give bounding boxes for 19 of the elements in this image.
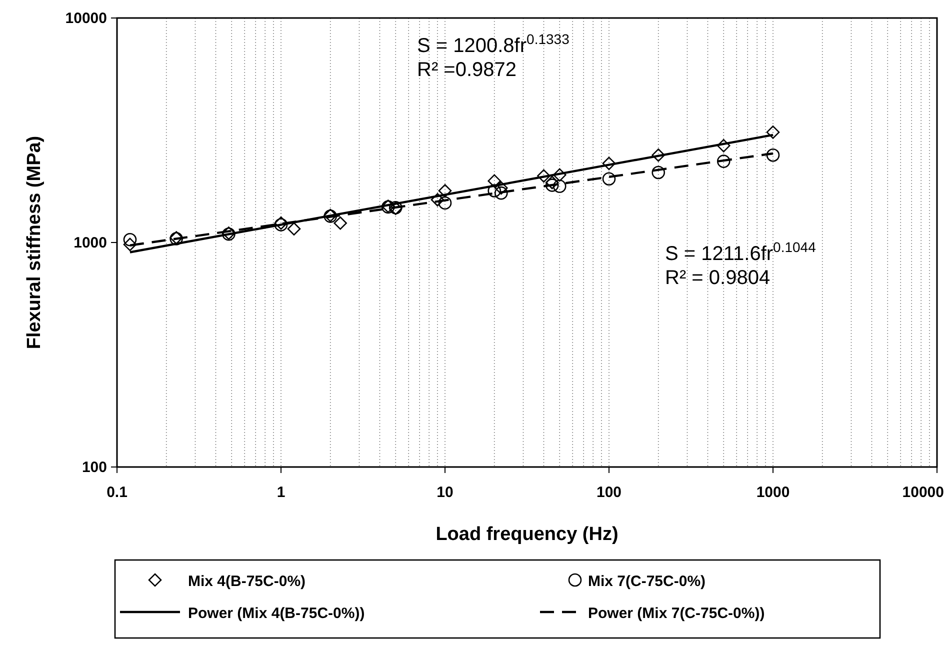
- x-tick-label: 10000: [902, 484, 944, 501]
- annotation: S = 1200.8fr$^{0.1333}$: [417, 31, 570, 57]
- y-tick-label: 1000: [74, 234, 107, 252]
- legend-label: Mix 7(C-75C-0%): [588, 573, 706, 590]
- annotation: S = 1211.6fr$^{0.1044}$: [665, 239, 816, 265]
- x-tick-label: 1000: [756, 484, 790, 501]
- legend-label: Power (Mix 4(B-75C-0%)): [188, 605, 365, 622]
- x-tick-label: 100: [596, 484, 622, 501]
- annotation: R² = 0.9804: [665, 267, 770, 289]
- legend-label: Mix 4(B-75C-0%): [188, 573, 306, 590]
- y-axis-title: Flexural stiffness (MPa): [24, 136, 45, 350]
- y-tick-label: 100: [82, 459, 107, 476]
- x-axis-title: Load frequency (Hz): [436, 524, 618, 545]
- x-tick-label: 10: [436, 484, 454, 501]
- legend-label: Power (Mix 7(C-75C-0%)): [588, 605, 765, 622]
- y-tick-label: 10000: [65, 10, 107, 27]
- annotation: R² =0.9872: [417, 59, 517, 81]
- x-tick-label: 0.1: [106, 484, 128, 501]
- x-tick-label: 1: [276, 484, 286, 501]
